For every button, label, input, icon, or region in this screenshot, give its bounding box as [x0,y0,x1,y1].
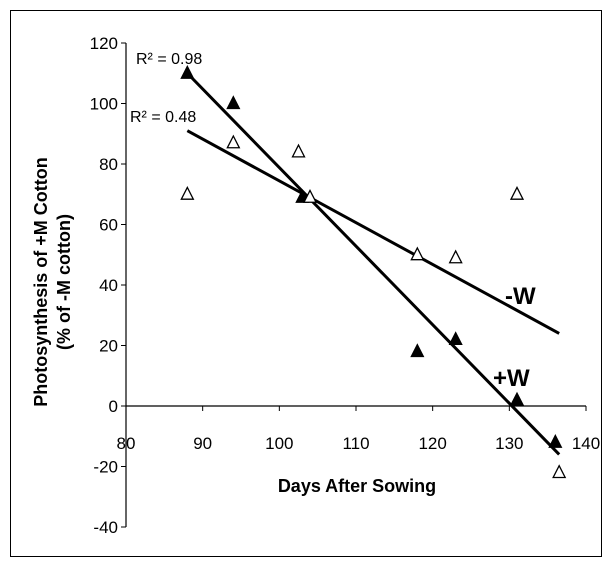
y-tick-label: -40 [93,518,118,537]
y-tick-label: 0 [109,397,118,416]
trend-lines [186,72,561,456]
x-tick-label: 100 [265,434,293,453]
y-tick-label: 80 [99,155,118,174]
data-point-minus-w [552,464,567,479]
data-point-plus-w [548,434,563,448]
y-tick-label: 120 [90,34,118,53]
data-point-plus-w [448,331,463,346]
trend-line-minus-w [186,129,560,335]
data-point-plus-w [180,64,195,79]
trend-line-plus-w [186,72,561,456]
x-axis-title: Days After Sowing [278,476,436,496]
r-squared-label-plus-w: R² = 0.98 [136,51,202,68]
data-point-minus-w [180,185,195,200]
x-tick-label: 80 [117,434,136,453]
y-tick-label: -20 [93,458,118,477]
y-tick-label: 60 [99,216,118,235]
data-points [180,64,567,479]
data-point-minus-w [226,134,241,149]
chart-frame [10,10,602,557]
data-point-plus-w [226,95,241,110]
r-squared-label-minus-w: R² = 0.48 [130,109,196,126]
data-point-minus-w [410,246,425,261]
series-label-plus-w: +W [493,365,530,392]
data-point-plus-w [410,343,425,358]
y-axis-title-line2: (% of -M cotton) [54,214,74,350]
y-axis-title-line1: Photosynthesis of +M Cotton [31,157,51,407]
y-tick-label: 100 [90,95,118,114]
y-axis-title: Photosynthesis of +M Cotton (% of -M cot… [31,157,74,407]
data-point-minus-w [509,185,525,200]
annotations: R² = 0.98 R² = 0.48 -W +W [130,51,536,392]
y-tick-label: 20 [99,337,118,356]
tick-labels: -40 -20 0 20 40 60 80 100 120 80 90 100 110 120 130 140 [90,34,601,537]
data-point-minus-w [302,189,318,203]
y-tick-label: 40 [99,276,118,295]
series-label-minus-w: -W [505,283,536,310]
data-point-plus-w [509,391,525,406]
x-tick-label: 140 [572,434,600,453]
data-point-minus-w [291,143,306,158]
data-point-minus-w [448,249,463,264]
x-tick-label: 90 [193,434,212,453]
x-tick-label: 130 [495,434,523,453]
x-tick-label: 120 [418,434,446,453]
x-tick-label: 110 [342,434,369,453]
